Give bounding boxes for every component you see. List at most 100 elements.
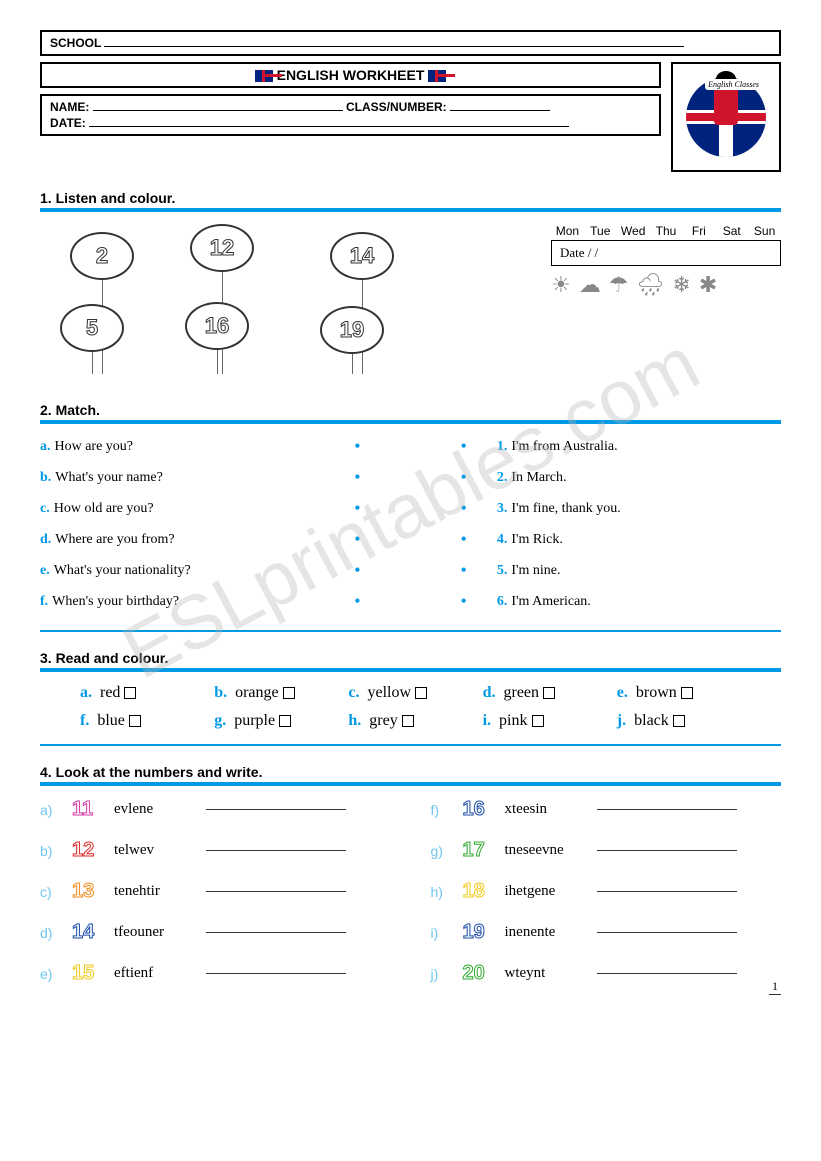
colour-name: brown — [636, 684, 677, 701]
sec4-divider — [40, 782, 781, 786]
match-answer: •2.In March. — [431, 467, 782, 488]
match-prefix: c. — [40, 501, 50, 517]
colour-box[interactable] — [673, 715, 685, 727]
match-area: a.How are you?•b.What's your name?•c.How… — [40, 436, 781, 622]
num-letter: i) — [431, 925, 451, 941]
balloon-5: 5 — [60, 304, 124, 352]
colour-prefix: i. — [483, 712, 491, 729]
colour-box[interactable] — [532, 715, 544, 727]
match-dot[interactable]: • — [461, 529, 467, 550]
sec1-title: 1. Listen and colour. — [40, 190, 781, 206]
match-dot[interactable]: • — [461, 467, 467, 488]
weather-icons: ☀☁☂🌧❄✱ — [551, 272, 781, 298]
colour-name: black — [634, 712, 669, 729]
number-row-15: e)15eftienf — [40, 962, 391, 985]
name-label: NAME: — [50, 100, 89, 114]
day-thu: Thu — [650, 224, 683, 238]
answer-blank[interactable] — [597, 891, 737, 892]
match-dot[interactable]: • — [354, 498, 360, 519]
number-row-19: i)19inenente — [431, 921, 782, 944]
colour-box[interactable] — [279, 715, 291, 727]
match-text: What's your name? — [55, 470, 324, 486]
answer-blank[interactable] — [206, 932, 346, 933]
balloon-19: 19 — [320, 306, 384, 354]
match-answer: • 4.I'm Rick. — [431, 529, 782, 550]
date-blank[interactable] — [89, 126, 569, 127]
colour-prefix: h. — [348, 712, 361, 729]
sec3-title: 3. Read and colour. — [40, 650, 781, 666]
colour-box[interactable] — [129, 715, 141, 727]
day-sun: Sun — [748, 224, 781, 238]
num-letter: g) — [431, 843, 451, 859]
school-blank[interactable] — [104, 46, 684, 47]
match-left-col: a.How are you?•b.What's your name?•c.How… — [40, 436, 391, 622]
colour-box[interactable] — [681, 687, 693, 699]
match-prefix: d. — [40, 532, 51, 548]
match-text: I'm nine. — [511, 563, 560, 579]
sec2-title: 2. Match. — [40, 402, 781, 418]
colour-box[interactable] — [543, 687, 555, 699]
match-question: c.How old are you?• — [40, 498, 391, 519]
answer-blank[interactable] — [206, 891, 346, 892]
colour-box[interactable] — [283, 687, 295, 699]
num-letter: b) — [40, 843, 60, 859]
answer-blank[interactable] — [597, 973, 737, 974]
colour-name: orange — [235, 684, 279, 701]
num-letter: f) — [431, 802, 451, 818]
colour-prefix: b. — [214, 684, 227, 701]
weather-icon-0: ☀ — [551, 272, 571, 298]
colour-box[interactable] — [415, 687, 427, 699]
colour-orange: b. orange — [214, 684, 338, 702]
scrambled-word: tneseevne — [505, 842, 585, 859]
date-field[interactable]: Date / / — [551, 240, 781, 266]
school-box: SCHOOL — [40, 30, 781, 56]
match-text: I'm American. — [511, 594, 591, 610]
match-dot[interactable]: • — [354, 591, 360, 612]
colour-name: yellow — [368, 684, 412, 701]
match-dot[interactable]: • — [354, 436, 360, 457]
match-answer: •6.I'm American. — [431, 591, 782, 612]
date-label: DATE: — [50, 116, 86, 130]
answer-blank[interactable] — [597, 932, 737, 933]
date-weather-box: MonTueWedThuFriSatSun Date / / ☀☁☂🌧❄✱ — [551, 224, 781, 298]
name-date-box: NAME: CLASS/NUMBER: DATE: — [40, 94, 661, 136]
colour-box[interactable] — [124, 687, 136, 699]
match-text: I'm Rick. — [511, 532, 563, 548]
match-dot[interactable]: • — [461, 436, 467, 457]
name-blank[interactable] — [93, 110, 343, 111]
answer-blank[interactable] — [206, 850, 346, 851]
match-dot[interactable]: • — [354, 467, 360, 488]
colour-brown: e. brown — [617, 684, 741, 702]
colour-box[interactable] — [402, 715, 414, 727]
number-icon: 17 — [463, 839, 493, 862]
weather-icon-2: ☂ — [609, 272, 629, 298]
match-question: f.When's your birthday?• — [40, 591, 391, 612]
class-blank[interactable] — [450, 110, 550, 111]
school-label: SCHOOL — [50, 36, 101, 50]
scrambled-word: wteynt — [505, 965, 585, 982]
match-prefix: 4. — [497, 532, 508, 548]
num-letter: a) — [40, 802, 60, 818]
number-icon: 18 — [463, 880, 493, 903]
answer-blank[interactable] — [206, 973, 346, 974]
colour-name: green — [504, 684, 540, 701]
match-dot[interactable]: • — [354, 560, 360, 581]
num-letter: h) — [431, 884, 451, 900]
match-dot[interactable]: • — [461, 591, 467, 612]
scrambled-word: inenente — [505, 924, 585, 941]
match-dot[interactable]: • — [461, 498, 467, 519]
match-dot[interactable]: • — [354, 529, 360, 550]
match-text: I'm fine, thank you. — [511, 501, 620, 517]
number-icon: 15 — [72, 962, 102, 985]
match-dot[interactable]: • — [461, 560, 467, 581]
colour-pink: i. pink — [483, 712, 607, 730]
match-text: When's your birthday? — [52, 594, 324, 610]
answer-blank[interactable] — [597, 850, 737, 851]
answer-blank[interactable] — [597, 809, 737, 810]
worksheet-title-box: ENGLISH WORKHEET — [40, 62, 661, 88]
answer-blank[interactable] — [206, 809, 346, 810]
colour-name: red — [100, 684, 120, 701]
match-prefix: 5. — [497, 563, 508, 579]
sec1-content: 2121451619 MonTueWedThuFriSatSun Date / … — [40, 224, 781, 384]
class-label: CLASS/NUMBER: — [346, 100, 447, 114]
